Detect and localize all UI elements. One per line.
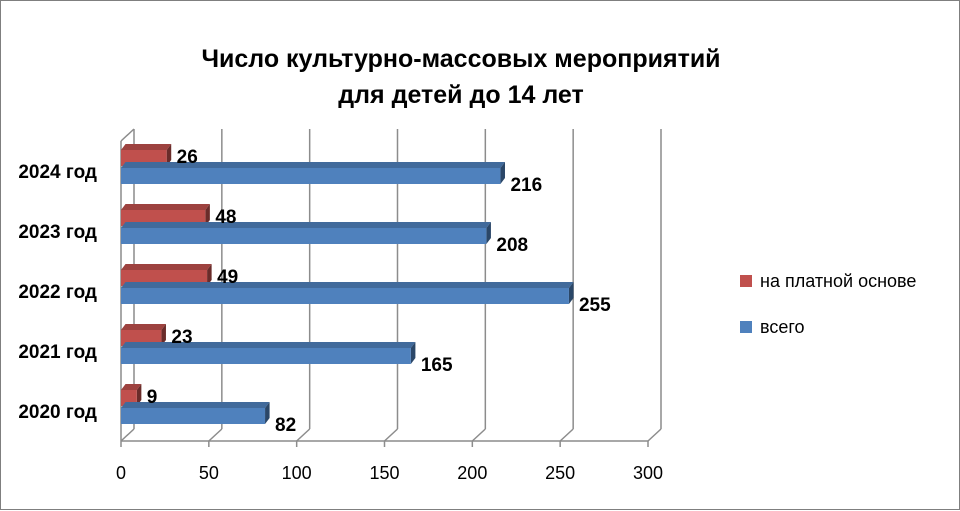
data-label-total: 165: [421, 355, 453, 376]
x-tick-label: 0: [116, 463, 126, 483]
bar-total-top: [121, 222, 491, 228]
data-label-total: 216: [510, 175, 542, 196]
bar-paid-side: [136, 384, 142, 406]
data-label-total: 82: [275, 415, 296, 436]
floor-gridline: [296, 428, 311, 442]
legend-swatch: [740, 275, 752, 287]
bar-paid-side: [205, 204, 210, 226]
bar-paid-top: [121, 144, 172, 150]
bar-total-front: [121, 228, 487, 244]
bar-paid-side: [161, 324, 166, 346]
floor-gridline: [383, 428, 399, 442]
bar-total-top: [121, 282, 574, 288]
bar-total-front: [121, 408, 266, 424]
x-tick-label: 150: [369, 463, 399, 483]
chart-title-line-2: для детей до 14 лет: [338, 81, 584, 109]
bar-total: [121, 162, 505, 184]
floor-gridline: [471, 428, 486, 442]
floor-gridline: [559, 428, 574, 442]
data-label-total: 208: [496, 235, 528, 256]
data-label-paid: 48: [215, 207, 236, 228]
legend: на платной основе всего: [740, 271, 916, 337]
floor-gridline: [120, 428, 135, 442]
data-label-total: 255: [579, 295, 611, 316]
bar-total: [121, 402, 270, 424]
category-label: 2024 год: [18, 162, 97, 183]
bar-paid-side: [166, 144, 172, 166]
bar-total-side: [265, 402, 270, 424]
x-tick-label: 250: [545, 463, 575, 483]
side-wall-top: [120, 128, 135, 142]
bar-paid-side: [207, 264, 212, 286]
bar-total-side: [410, 342, 416, 364]
bar-total: [121, 222, 491, 244]
category-label: 2021 год: [18, 342, 97, 363]
chart-title: Число культурно-массовых мероприятий для…: [131, 41, 791, 113]
x-tick-label: 200: [457, 463, 487, 483]
bar-total-side: [568, 282, 574, 304]
bar-total-front: [121, 168, 501, 184]
bar-total-front: [121, 288, 569, 304]
bar-paid-top: [121, 264, 212, 270]
bar-total-top: [121, 402, 270, 408]
bar-total-top: [121, 342, 416, 348]
floor-gridline: [208, 428, 223, 442]
x-tick-label: 100: [282, 463, 312, 483]
legend-label: на платной основе: [760, 271, 916, 291]
category-label: 2023 год: [18, 222, 97, 243]
bar-total: [121, 282, 574, 304]
legend-label: всего: [760, 317, 805, 337]
x-tick-label: 50: [199, 463, 219, 483]
bar-total-side: [486, 222, 491, 244]
category-label: 2020 год: [18, 402, 97, 423]
bar-paid-top: [121, 324, 166, 330]
data-label-paid: 26: [177, 147, 198, 168]
bar-paid-top: [121, 204, 210, 210]
bar-total-side: [500, 162, 505, 184]
data-label-paid: 23: [171, 327, 192, 348]
data-label-paid: 9: [147, 387, 158, 408]
x-tick-label: 300: [633, 463, 663, 483]
label-layer: 0 50 100 150 200 250 300 2024 год 26 216 2023 год 4…: [18, 147, 663, 483]
data-label-paid: 49: [217, 267, 238, 288]
bar-layer: [121, 144, 574, 424]
legend-swatch: [740, 321, 752, 333]
bar-total-front: [121, 348, 411, 364]
bar-total-top: [121, 162, 505, 168]
bar-paid-top: [121, 384, 142, 390]
floor-gridline: [647, 428, 662, 442]
bar-total: [121, 342, 416, 364]
chart-title-line-1: Число культурно-массовых мероприятий: [201, 45, 721, 73]
category-label: 2022 год: [18, 282, 97, 303]
